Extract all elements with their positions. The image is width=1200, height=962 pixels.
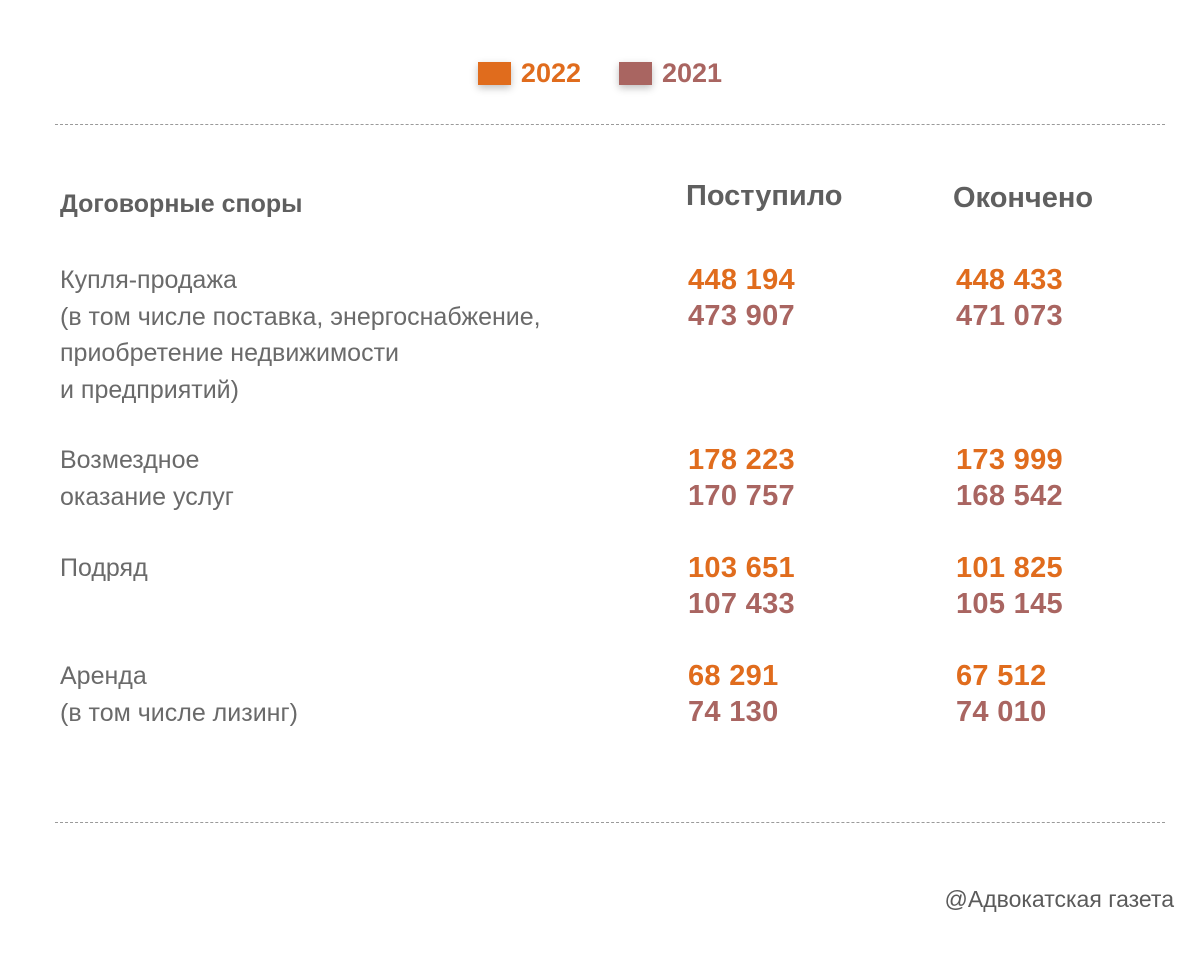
top-divider [55,124,1165,125]
legend-label-2021: 2021 [662,58,723,88]
value-contract-finished-2022: 101 825 [956,552,1063,584]
value-services-finished-2022: 173 999 [956,444,1063,476]
legend-item-2021: 2021 [619,58,722,89]
value-services-finished-2021: 168 542 [956,480,1063,512]
legend-swatch-2021 [619,62,652,85]
value-lease-finished-2021: 74 010 [956,696,1047,728]
column-header-received: Поступило [686,180,843,212]
value-contract-received-2021: 107 433 [688,588,795,620]
row-label-sale: Купля-продажа (в том числе поставка, эне… [60,266,541,404]
value-services-received-2021: 170 757 [688,480,795,512]
column-header-category: Договорные споры [60,190,303,218]
value-sale-received-2021: 473 907 [688,300,795,332]
bottom-divider [55,822,1165,823]
row-label-lease: Аренда (в том числе лизинг) [60,662,298,727]
chart-legend: 2022 2021 [0,58,1200,89]
column-header-finished: Окончено [953,182,1094,214]
value-sale-received-2022: 448 194 [688,264,795,296]
value-contract-received-2022: 103 651 [688,552,795,584]
value-sale-finished-2021: 471 073 [956,300,1063,332]
legend-item-2022: 2022 [477,58,581,89]
value-lease-received-2022: 68 291 [688,660,779,692]
value-contract-finished-2021: 105 145 [956,588,1063,620]
value-lease-received-2021: 74 130 [688,696,779,728]
source-credit: @Адвокатская газета [944,886,1175,912]
row-label-contract: Подряд [60,554,148,582]
row-label-services: Возмездное оказание услуг [60,446,234,511]
legend-swatch-2022 [477,62,511,85]
value-services-received-2022: 178 223 [688,444,795,476]
value-lease-finished-2022: 67 512 [956,660,1047,692]
legend-label-2022: 2022 [520,58,581,88]
value-sale-finished-2022: 448 433 [956,264,1063,296]
